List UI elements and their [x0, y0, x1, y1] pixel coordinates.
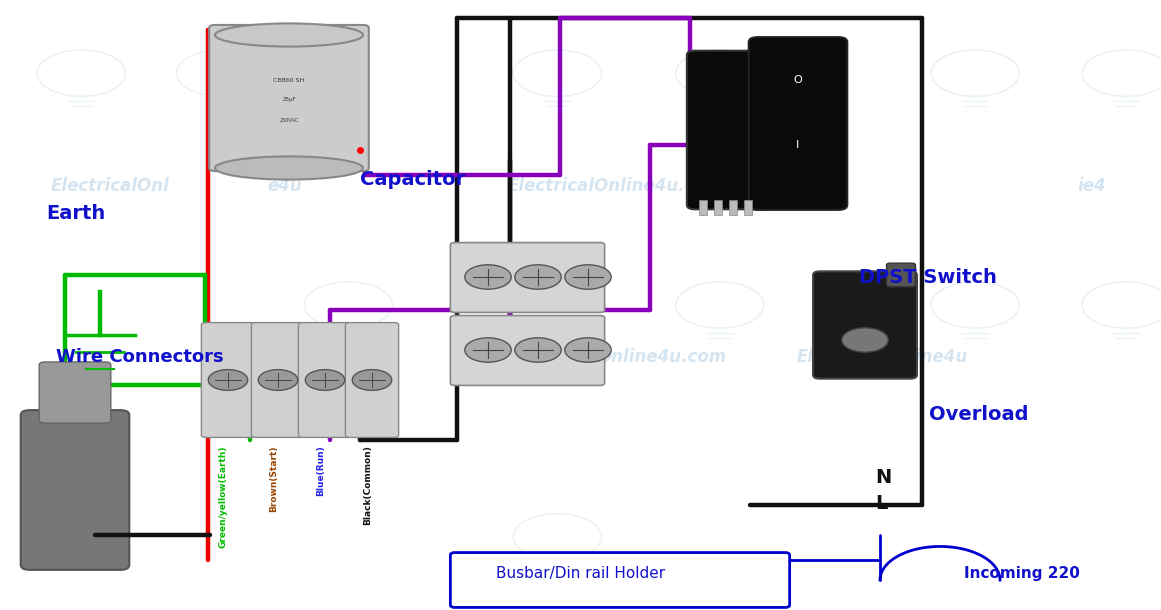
Circle shape — [564, 338, 611, 362]
FancyBboxPatch shape — [251, 323, 304, 437]
Ellipse shape — [215, 23, 363, 46]
Text: I: I — [796, 140, 800, 150]
FancyBboxPatch shape — [21, 410, 129, 570]
Circle shape — [842, 328, 888, 352]
Circle shape — [514, 338, 561, 362]
Text: O: O — [794, 75, 802, 85]
Circle shape — [305, 370, 345, 390]
FancyBboxPatch shape — [450, 315, 605, 386]
FancyBboxPatch shape — [450, 553, 789, 608]
Text: Electrica: Electrica — [459, 348, 540, 366]
Text: 25μF: 25μF — [282, 98, 296, 102]
Text: N: N — [875, 467, 892, 487]
Circle shape — [208, 370, 247, 390]
Text: Overload: Overload — [929, 405, 1029, 425]
FancyBboxPatch shape — [450, 243, 605, 312]
Text: Incoming 220: Incoming 220 — [964, 566, 1080, 581]
Circle shape — [564, 265, 611, 289]
FancyBboxPatch shape — [201, 323, 254, 437]
Text: DPST Switch: DPST Switch — [859, 268, 997, 287]
Circle shape — [464, 265, 511, 289]
Bar — [714, 200, 722, 215]
Circle shape — [258, 370, 297, 390]
Text: L: L — [875, 493, 888, 513]
Text: Busbar/Din rail Holder: Busbar/Din rail Holder — [496, 566, 665, 581]
Bar — [744, 200, 752, 215]
FancyBboxPatch shape — [813, 271, 917, 379]
Bar — [729, 200, 737, 215]
Text: ElectricalOnline4u.com: ElectricalOnline4u.com — [507, 177, 723, 195]
Text: e4u: e4u — [267, 177, 302, 195]
FancyBboxPatch shape — [298, 323, 352, 437]
Text: Earth: Earth — [46, 204, 106, 223]
Circle shape — [352, 370, 391, 390]
Text: Brown(Start): Brown(Start) — [269, 445, 277, 512]
Circle shape — [514, 265, 561, 289]
Ellipse shape — [215, 156, 363, 179]
Text: 250VAC: 250VAC — [280, 118, 298, 123]
FancyBboxPatch shape — [749, 37, 848, 210]
Bar — [699, 200, 707, 215]
Text: CBB60 SH: CBB60 SH — [273, 77, 304, 82]
Text: Capacitor: Capacitor — [360, 170, 466, 190]
Text: ie4: ie4 — [1077, 177, 1105, 195]
FancyBboxPatch shape — [887, 263, 916, 287]
Text: ElectricalOnline4u: ElectricalOnline4u — [796, 348, 968, 366]
Text: Black(Common): Black(Common) — [363, 445, 372, 525]
FancyBboxPatch shape — [345, 323, 398, 437]
Circle shape — [464, 338, 511, 362]
Text: Online4u.com: Online4u.com — [597, 348, 727, 366]
FancyBboxPatch shape — [209, 25, 369, 171]
Text: Green/yellow(Earth): Green/yellow(Earth) — [219, 445, 228, 548]
Text: ElectricalOnl: ElectricalOnl — [51, 177, 170, 195]
FancyBboxPatch shape — [39, 362, 110, 423]
Text: Blue(Run): Blue(Run) — [316, 445, 325, 496]
Text: Wire Connectors: Wire Connectors — [56, 348, 223, 366]
FancyBboxPatch shape — [687, 51, 771, 209]
